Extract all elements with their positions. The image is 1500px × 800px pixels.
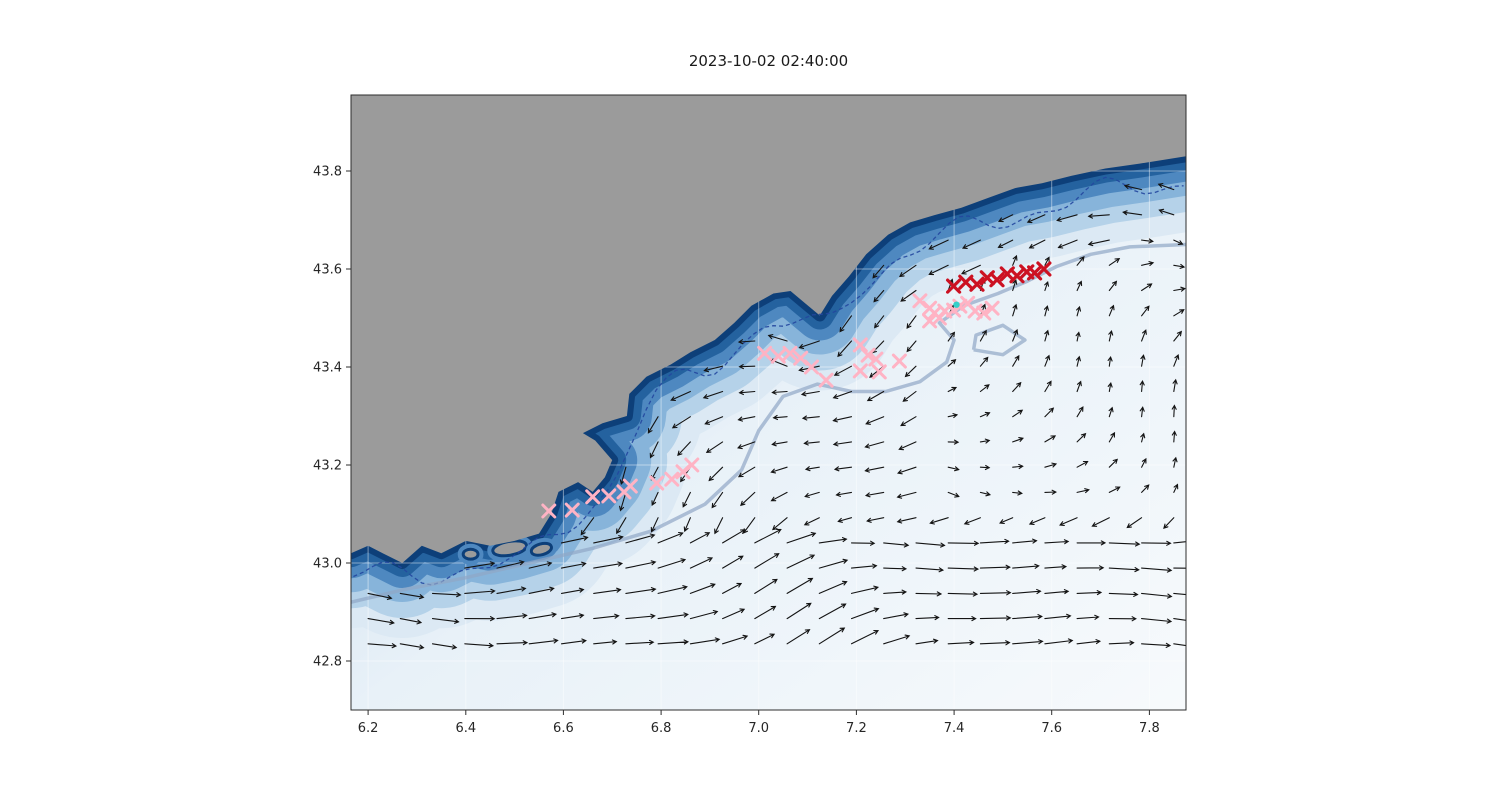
- y-tick-labels: 42.8 43.0 43.2 43.4 43.6 43.8: [313, 165, 342, 670]
- islands: [457, 535, 557, 565]
- y-axis-ticks: [346, 170, 351, 662]
- map-layers: [351, 95, 1186, 710]
- x-tick-label: 7.6: [1041, 721, 1062, 736]
- y-tick-label: 43.2: [313, 459, 342, 474]
- x-tick-label: 7.4: [944, 721, 965, 736]
- observation-markers-pink: [541, 293, 1000, 519]
- x-tick-label: 6.8: [651, 721, 672, 736]
- land-mass: [351, 95, 1186, 563]
- isobath-dashed: [353, 176, 1184, 586]
- y-tick-label: 43.4: [313, 361, 342, 376]
- x-tick-label: 7.0: [748, 721, 769, 736]
- y-tick-label: 43.0: [313, 557, 342, 572]
- x-tick-labels: 6.2 6.4 6.6 6.8 7.0 7.2 7.4 7.6 7.8: [358, 721, 1160, 736]
- y-tick-label: 43.8: [313, 165, 342, 180]
- plot-title: 2023-10-02 02:40:00: [688, 52, 849, 70]
- x-tick-label: 6.2: [358, 721, 379, 736]
- y-tick-label: 43.6: [313, 263, 342, 278]
- reference-marker-cyan: [953, 301, 960, 308]
- current-quiver: [367, 182, 1186, 650]
- observation-markers-red: [946, 261, 1052, 294]
- y-tick-label: 42.8: [313, 655, 342, 670]
- x-tick-label: 6.4: [455, 721, 476, 736]
- x-tick-label: 6.6: [553, 721, 574, 736]
- plot-border: [350, 94, 1187, 711]
- x-axis-ticks: [367, 710, 1150, 715]
- x-tick-label: 7.2: [846, 721, 867, 736]
- x-tick-label: 7.8: [1139, 721, 1160, 736]
